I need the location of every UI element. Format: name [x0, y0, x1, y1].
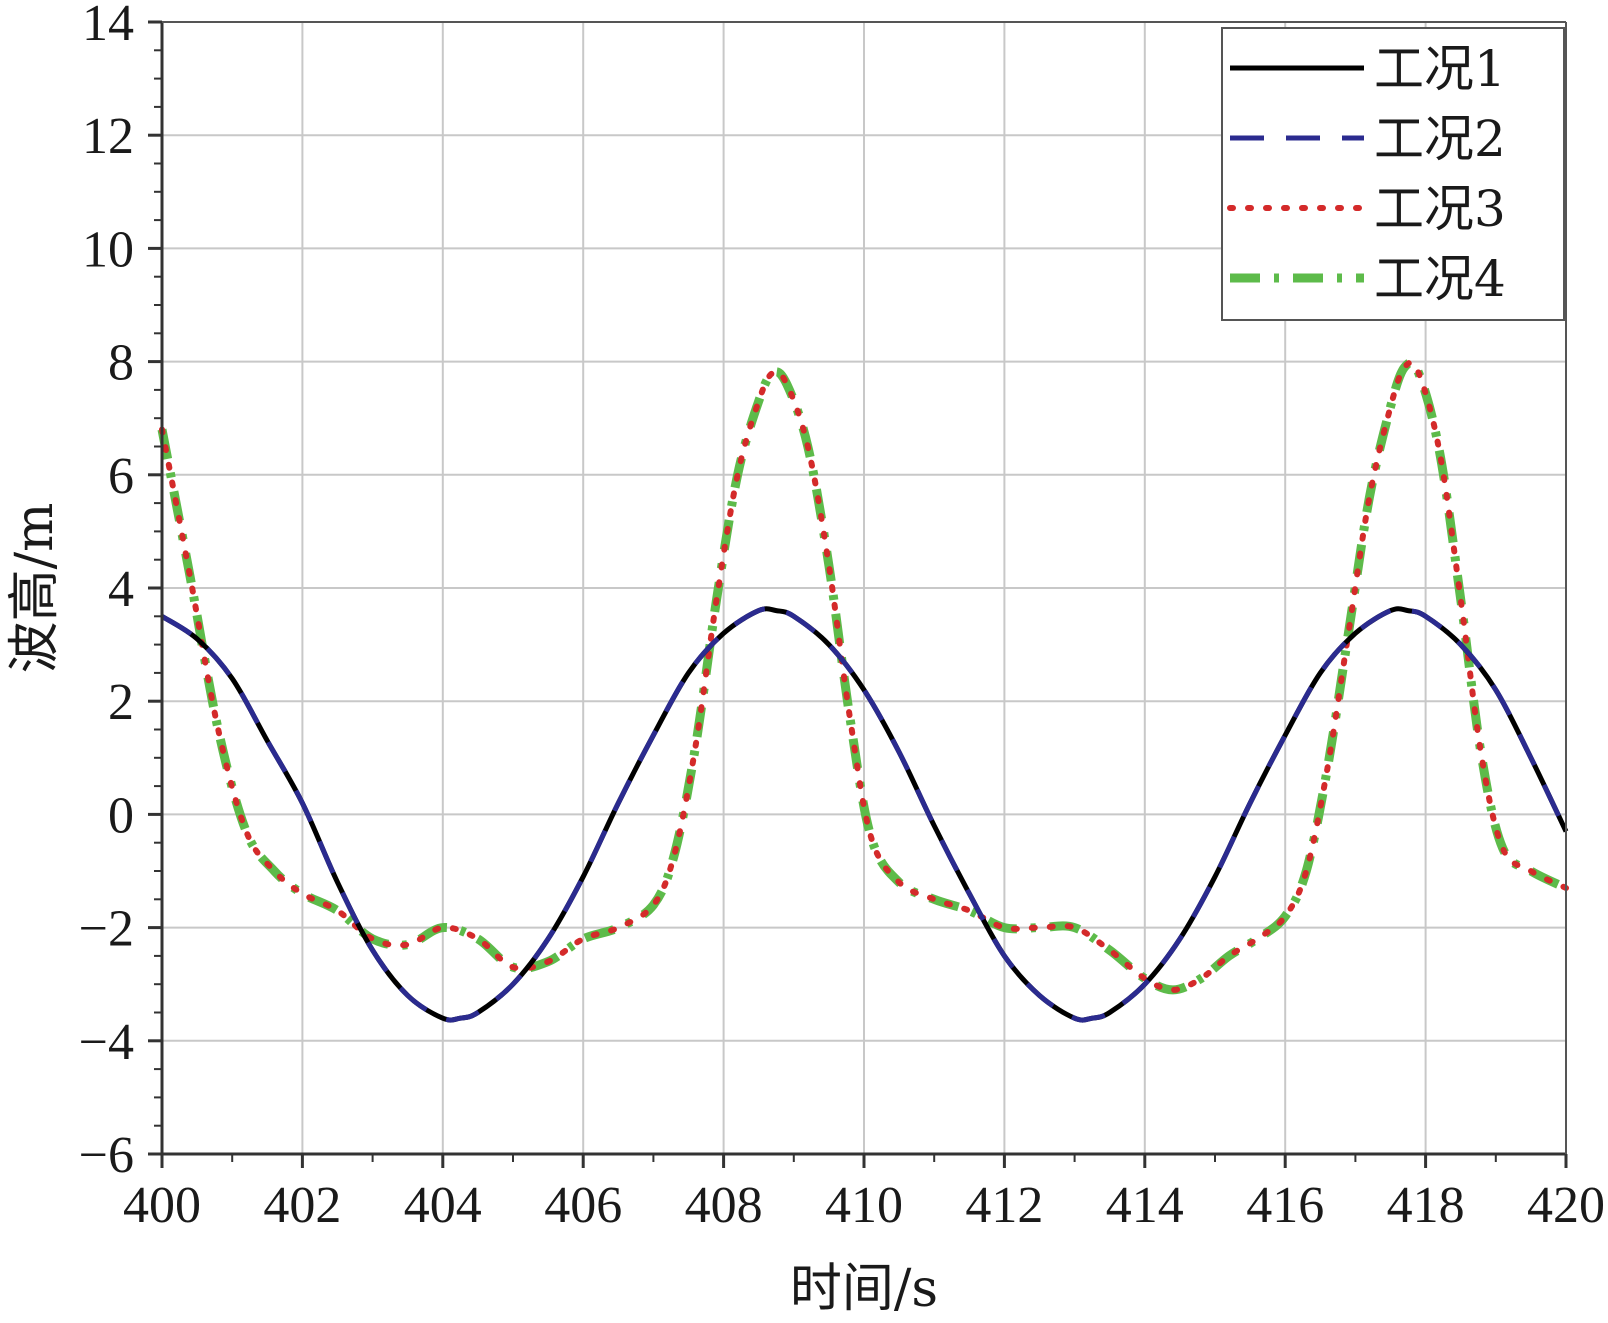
legend-label-4: 工况4	[1374, 250, 1506, 308]
y-tick-label: −6	[79, 1127, 134, 1184]
series-line-2	[160, 606, 1569, 1023]
ticks: 400 402 404 406 408 410 412 414 416 418 420−6−4−20…	[79, 0, 1605, 1234]
x-tick-label: 410	[825, 1177, 903, 1234]
x-tick-label: 406	[544, 1177, 622, 1234]
y-tick-label: 12	[82, 108, 134, 165]
legend: 工况1 工况2 工况3 工况4	[1221, 27, 1565, 321]
series-layer	[157, 358, 1569, 1023]
y-tick-label: 0	[108, 787, 134, 844]
y-tick-label: −2	[79, 901, 134, 958]
y-tick-label: −4	[79, 1014, 134, 1071]
y-tick-label: 2	[108, 674, 134, 731]
x-tick-label: 416	[1246, 1177, 1324, 1234]
legend-label-2: 工况2	[1374, 110, 1506, 168]
x-tick-label: 400	[123, 1177, 201, 1234]
y-tick-label: 6	[108, 448, 134, 505]
x-tick-label: 408	[685, 1177, 763, 1234]
y-tick-label: 8	[108, 335, 134, 392]
x-tick-label: 404	[404, 1177, 482, 1234]
y-axis-title: 波高/m	[5, 503, 65, 674]
y-tick-label: 14	[82, 0, 134, 52]
y-tick-label: 4	[108, 561, 134, 618]
x-axis-title: 时间/s	[790, 1259, 938, 1319]
legend-box	[1221, 27, 1565, 321]
y-tick-label: 10	[82, 221, 134, 278]
series-line-3	[159, 359, 1569, 993]
x-tick-label: 420	[1527, 1177, 1605, 1234]
legend-label-3: 工况3	[1374, 180, 1506, 238]
legend-label-1: 工况1	[1374, 40, 1506, 98]
x-tick-label: 412	[965, 1177, 1043, 1234]
x-tick-label: 414	[1106, 1177, 1184, 1234]
x-tick-label: 402	[263, 1177, 341, 1234]
x-tick-label: 418	[1387, 1177, 1465, 1234]
